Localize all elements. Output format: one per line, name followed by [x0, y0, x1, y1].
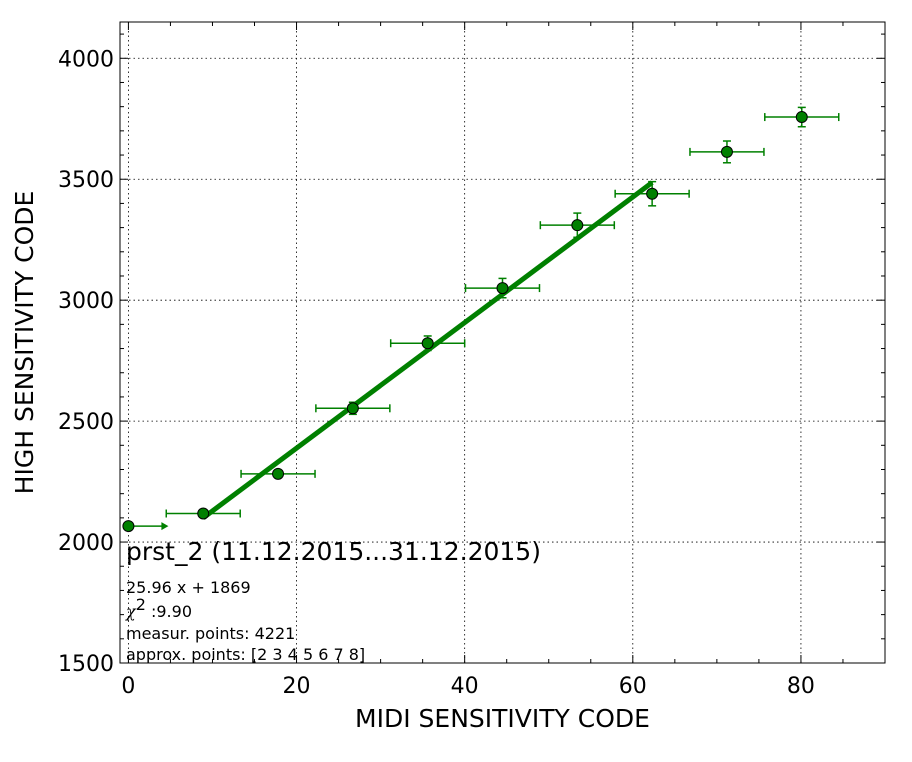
fit-annotation: prst_2 (11.12.2015...31.12.2015) 25.96 x…: [125, 537, 541, 664]
data-point: [795, 111, 808, 124]
data-point: [571, 219, 584, 232]
grid: [120, 22, 885, 664]
y-tick-labels: 1500 2000 2500 3000 3500 4000: [58, 47, 114, 677]
limit-arrow-head: [161, 522, 169, 531]
data-point: [346, 402, 359, 415]
data-point: [421, 337, 434, 350]
data-point: [272, 467, 285, 480]
x-axis-label: MIDI SENSITIVITY CODE: [355, 704, 650, 733]
x-tick-label: 60: [619, 674, 647, 699]
annotation-equation: 25.96 x + 1869: [126, 578, 251, 597]
x-tick-label: 0: [121, 674, 135, 699]
chi-superscript: 2: [136, 595, 146, 614]
y-tick-label: 1500: [58, 652, 114, 677]
data-points: [122, 111, 808, 533]
data-point: [197, 507, 210, 520]
y-tick-label: 2500: [58, 410, 114, 435]
annotation-measur-points: measur. points: 4221: [126, 624, 295, 643]
x-tick-label: 20: [283, 674, 311, 699]
data-point: [496, 282, 509, 295]
data-point: [122, 520, 135, 533]
y-tick-label: 3000: [58, 289, 114, 314]
y-axis-label: HIGH SENSITIVITY CODE: [10, 191, 39, 495]
axis-ticks: [120, 22, 886, 664]
x-tick-labels: 0 20 40 60 80: [121, 674, 815, 699]
annotation-chi-square: χ2 :9.90: [125, 595, 192, 621]
y-tick-label: 2000: [58, 531, 114, 556]
chi-symbol: χ: [125, 602, 137, 621]
chi-value: :9.90: [146, 602, 192, 621]
annotation-approx-points: approx. points: [2 3 4 5 6 7 8]: [126, 645, 365, 664]
data-point: [646, 187, 659, 200]
error-bars: [128, 106, 840, 531]
x-tick-label: 80: [787, 674, 815, 699]
annotation-title: prst_2 (11.12.2015...31.12.2015): [126, 537, 541, 566]
y-tick-label: 4000: [58, 47, 114, 72]
x-tick-label: 40: [451, 674, 479, 699]
data-point: [720, 145, 733, 158]
plot-frame: [119, 21, 886, 664]
y-tick-label: 3500: [58, 168, 114, 193]
